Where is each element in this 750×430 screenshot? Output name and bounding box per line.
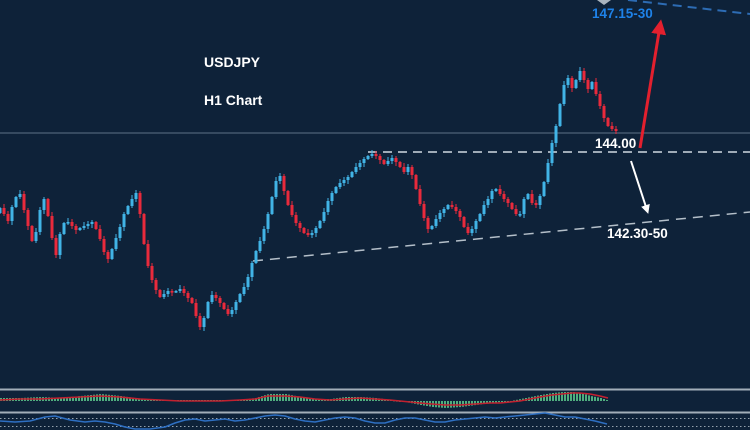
breakdown-arrow [630,160,650,214]
bullish-projection-arrow [638,19,667,149]
level-lines [0,0,750,262]
top-caret-marker [597,0,611,5]
oscillator-panel [0,412,750,430]
macd-panel [0,392,609,408]
panel-separators [0,388,750,414]
candles [0,67,618,331]
